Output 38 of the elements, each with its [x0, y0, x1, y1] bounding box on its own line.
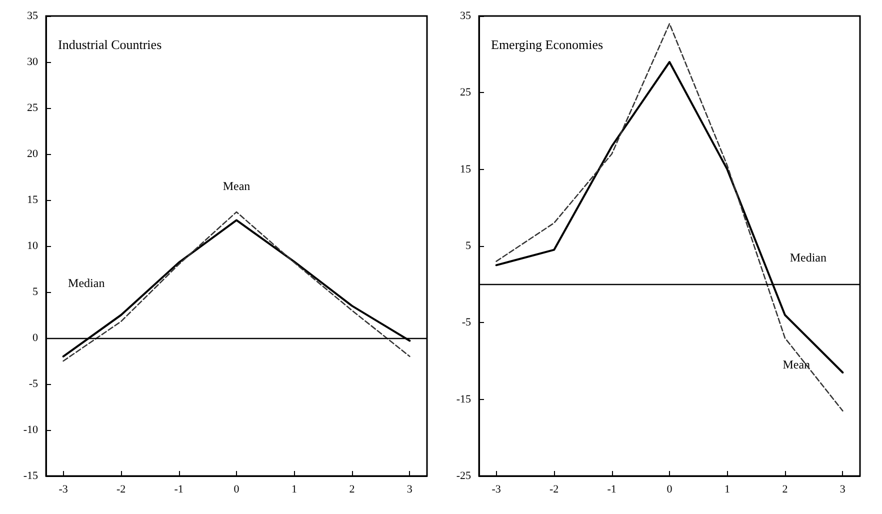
y-tick-label: 20 [27, 148, 38, 160]
y-tick-label: 5 [32, 286, 38, 298]
y-tick-label: 35 [27, 10, 38, 22]
y-tick-label: -5 [462, 316, 472, 329]
x-tick-label: -2 [549, 484, 559, 496]
y-tick-label: 15 [460, 163, 472, 176]
x-tick-label: -3 [492, 484, 502, 496]
y-tick-label: 5 [466, 240, 472, 252]
y-tick-label: -25 [456, 470, 472, 482]
y-tick-label: 35 [460, 10, 472, 22]
x-tick-label: -3 [58, 484, 68, 496]
annotation: Mean [782, 358, 810, 372]
y-tick-label: -10 [23, 424, 38, 436]
text: Emerging Economies [491, 37, 604, 52]
y-tick-label: -5 [28, 378, 38, 390]
y-tick-label: 25 [460, 86, 472, 99]
text: Industrial Countries [58, 37, 162, 52]
y-tick-label: 10 [27, 240, 38, 252]
x-tick-label: 0 [666, 484, 673, 496]
y-tick-label: 25 [27, 102, 38, 114]
annotation: Mean [222, 179, 250, 194]
annotation: Median [68, 276, 105, 290]
x-tick-label: 3 [406, 484, 413, 496]
y-tick-label: 0 [32, 332, 38, 344]
annotation: Median [790, 250, 827, 264]
y-tick-label: 30 [27, 56, 38, 68]
x-tick-label: -1 [174, 484, 184, 496]
x-tick-label: 2 [349, 484, 355, 496]
x-tick-label: 1 [291, 484, 297, 496]
y-tick-label: -15 [23, 470, 38, 482]
x-tick-label: -2 [116, 484, 126, 496]
x-tick-label: 0 [234, 484, 240, 496]
x-tick-label: -1 [607, 484, 616, 496]
y-tick-label: -15 [456, 393, 472, 406]
y-tick-label: 15 [27, 194, 38, 206]
x-tick-label: 1 [724, 484, 730, 496]
x-tick-label: 3 [840, 484, 846, 496]
x-tick-label: 2 [782, 484, 788, 496]
